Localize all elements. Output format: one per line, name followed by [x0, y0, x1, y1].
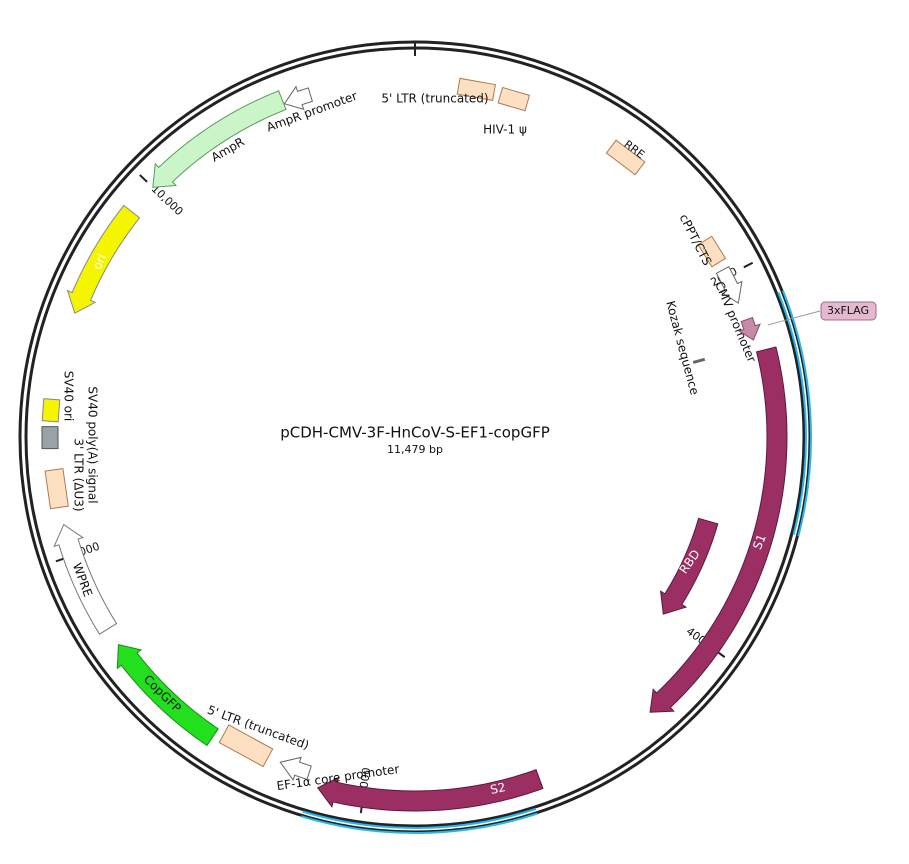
feature-arrow	[279, 756, 312, 782]
feature-arrow	[715, 265, 743, 304]
feature-mark	[692, 357, 706, 364]
plasmid-length: 11,479 bp	[387, 443, 443, 456]
feature-label: HIV-1 ψ	[483, 123, 527, 137]
highlight-outer	[782, 290, 812, 537]
feature-label: SV40 poly(A) signal	[86, 386, 100, 503]
feature-label: SV40 ori	[62, 371, 76, 422]
feature-box	[44, 467, 69, 510]
highlight-outer	[300, 812, 538, 834]
feature-box	[456, 77, 496, 101]
feature-label: Kozak sequence	[663, 299, 702, 396]
feature-label: S1	[750, 532, 769, 551]
feature-arrow	[53, 523, 118, 635]
feature-label: 3xFLAG	[827, 304, 869, 317]
feature-label: ori	[90, 252, 109, 272]
feature-arrow	[66, 204, 141, 314]
feature-box	[218, 724, 274, 768]
feature-arrow	[283, 85, 314, 111]
tick-mark	[743, 261, 754, 269]
feature-label: 5' LTR (truncated)	[381, 92, 488, 106]
feature-arrow	[116, 644, 219, 747]
feature-arrow	[649, 346, 788, 713]
feature-label: 3' LTR (ΔU3)	[72, 438, 86, 511]
feature-box	[41, 398, 61, 423]
feature-arrow	[659, 517, 719, 615]
feature-label: S2	[489, 780, 507, 797]
plasmid-title: pCDH-CMV-3F-HnCoV-S-EF1-copGFP	[280, 424, 550, 442]
feature-arrow	[152, 90, 287, 188]
callout-line	[767, 310, 821, 326]
feature-box	[497, 86, 531, 112]
feature-box	[697, 235, 727, 268]
highlight-inner	[302, 807, 537, 829]
feature-box	[605, 139, 646, 176]
tick-mark	[139, 174, 148, 183]
feature-arrow	[737, 316, 761, 341]
highlight-inner	[777, 292, 808, 536]
label-badge	[820, 301, 877, 321]
feature-arrow	[316, 769, 544, 812]
feature-box	[41, 426, 59, 450]
